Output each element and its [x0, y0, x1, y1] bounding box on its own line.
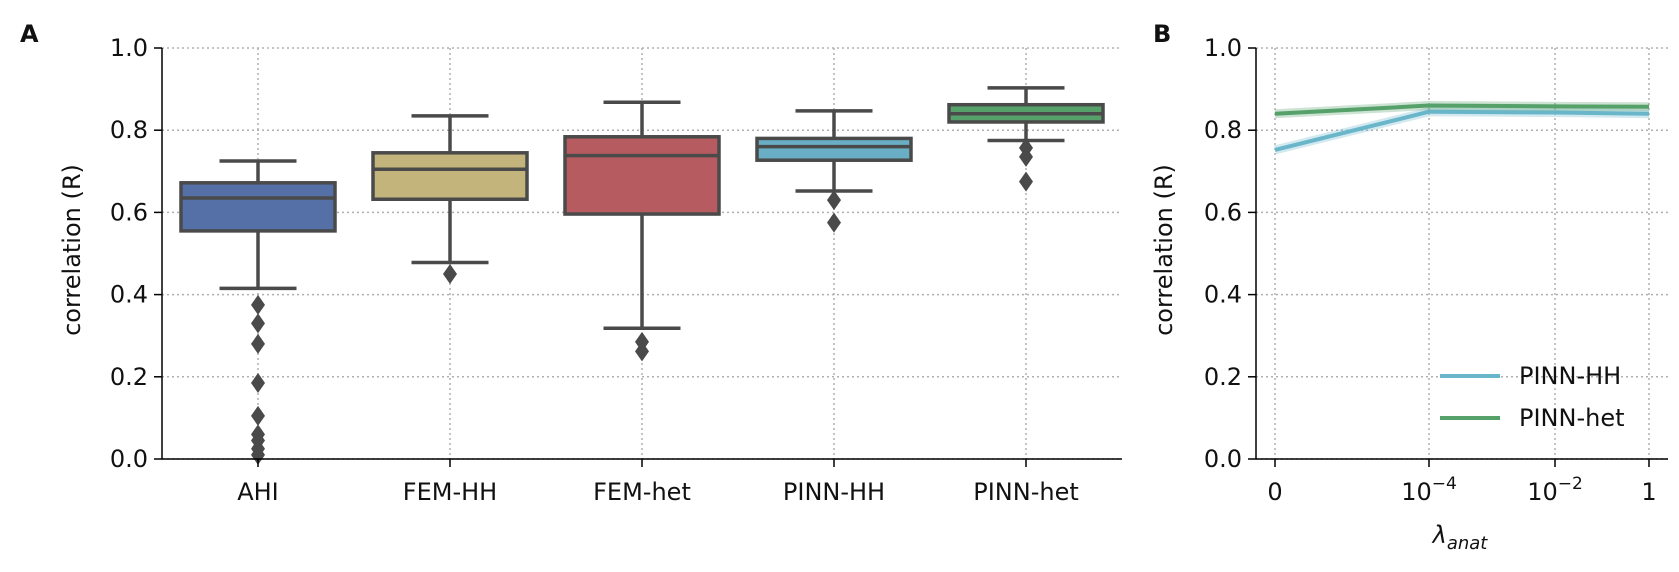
box-pinn-het	[947, 86, 1105, 192]
outlier-point	[827, 212, 841, 233]
y-tick-label: 0.2	[1204, 363, 1242, 391]
outlier-point	[251, 444, 265, 465]
series-pinn-hh	[1273, 107, 1650, 155]
box-fem-hh	[371, 114, 529, 285]
outlier-point	[251, 294, 265, 315]
panel-a-axes: 0.0 0.2 0.4 0.6 0.8 1.0 AHI FEM-HH FEM-het PINN-H…	[110, 34, 1122, 506]
legend-label: PINN-HH	[1519, 362, 1621, 390]
x-tick-label: 0	[1267, 478, 1282, 506]
panel-a-boxes	[179, 86, 1105, 465]
panel-a-y-axis-title: correlation (R)	[58, 164, 86, 336]
y-tick-label: 0.8	[110, 116, 148, 144]
y-tick-label: 0.0	[1204, 445, 1242, 473]
outlier-point	[1019, 146, 1033, 167]
panel-b-y-axis-title: correlation (R)	[1150, 164, 1178, 336]
x-tick-label: PINN-het	[973, 478, 1079, 506]
outlier-point	[251, 313, 265, 334]
y-tick-label: 1.0	[110, 34, 148, 62]
outlier-point	[443, 264, 457, 285]
y-tick-label: 0.2	[110, 363, 148, 391]
box-pinn-hh	[755, 109, 913, 233]
x-tick-label: FEM-HH	[403, 478, 497, 506]
panel-b-letter: B	[1153, 20, 1171, 48]
x-tick-label: 10−4	[1401, 474, 1457, 506]
iqr-box	[755, 136, 913, 162]
outlier-point	[251, 405, 265, 426]
panel-b-axes: 0.0 0.2 0.4 0.6 0.8 1.0 0 10−4 10−2 1	[1204, 34, 1668, 506]
panel-b-x-axis-title: λanat	[1431, 521, 1489, 554]
panel-b-legend: PINN-HH PINN-het	[1440, 362, 1625, 432]
outlier-point	[1019, 171, 1033, 192]
panel-a-letter: A	[20, 20, 39, 48]
x-tick-label: PINN-HH	[783, 478, 885, 506]
x-tick-label: FEM-het	[593, 478, 691, 506]
series-line	[1274, 103, 1650, 116]
legend-label: PINN-het	[1519, 404, 1625, 432]
x-tick-label: 10−2	[1527, 474, 1583, 506]
panel-b-line-chart: 0.0 0.2 0.4 0.6 0.8 1.0 0 10−4 10−2 1 correlation…	[1150, 34, 1668, 554]
y-tick-label: 0.8	[1204, 116, 1242, 144]
y-tick-label: 0.4	[110, 281, 148, 309]
x-tick-label: AHI	[237, 478, 279, 506]
series-line	[1274, 109, 1650, 152]
panel-a-boxplot: 0.0 0.2 0.4 0.6 0.8 1.0 AHI FEM-HH FEM-het PINN-H…	[58, 34, 1122, 506]
box-fem-het	[563, 100, 721, 362]
outlier-point	[635, 341, 649, 362]
x-tick-label: 1	[1641, 478, 1656, 506]
iqr-box	[179, 181, 337, 233]
outlier-point	[251, 333, 265, 354]
x-axis-title-subscript: anat	[1447, 533, 1488, 554]
y-tick-label: 0.6	[110, 198, 148, 226]
y-tick-label: 1.0	[1204, 34, 1242, 62]
outlier-point	[827, 190, 841, 211]
panel-b-lines	[1273, 101, 1650, 155]
iqr-box	[563, 135, 721, 216]
x-axis-title-symbol: λ	[1431, 521, 1447, 549]
series-pinn-het	[1274, 101, 1650, 119]
box-ahi	[179, 159, 337, 465]
y-tick-label: 0.4	[1204, 281, 1242, 309]
y-tick-label: 0.6	[1204, 198, 1242, 226]
iqr-box	[371, 151, 529, 201]
outlier-point	[251, 372, 265, 393]
y-tick-label: 0.0	[110, 445, 148, 473]
